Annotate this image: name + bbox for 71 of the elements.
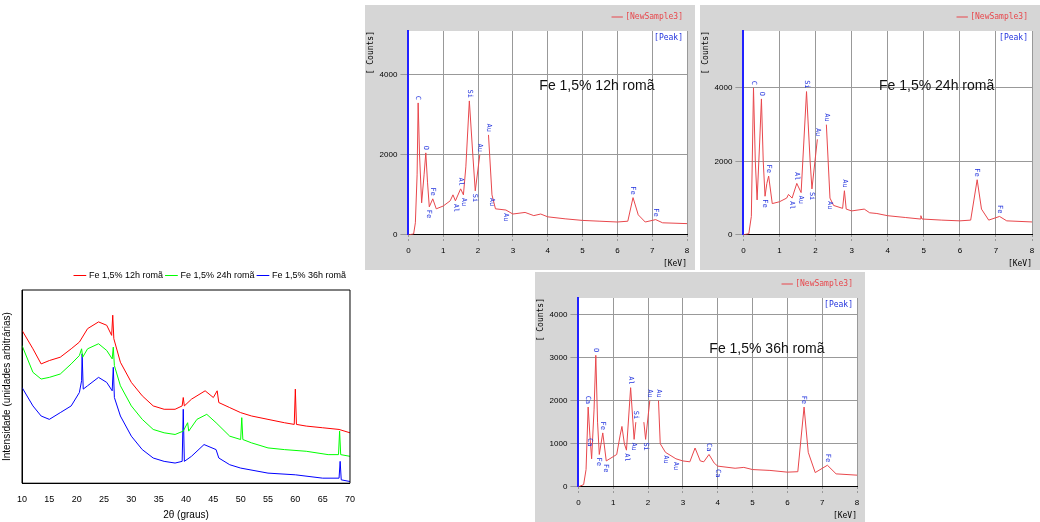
y-tick-label: 0 (562, 482, 568, 491)
legend-label: [NewSample3] (970, 12, 1028, 22)
x-axis-title: [KeV] (1007, 259, 1032, 269)
legend-label: Fe 1,5% 24h romã (180, 269, 255, 280)
y-axis-title: [ Counts] (535, 298, 545, 342)
x-tick-label: 70 (344, 494, 355, 505)
x-tick-label: 3 (849, 245, 855, 255)
y-tick-label: 2000 (379, 150, 398, 160)
x-tick-label: 7 (993, 245, 999, 255)
x-tick-label: 30 (126, 494, 137, 505)
x-tick-label: 1 (611, 497, 616, 507)
text: Fe 1,5% 36h romã (709, 339, 825, 356)
x-tick-label: 1 (441, 245, 446, 255)
x-axis-title: [KeV] (832, 511, 857, 521)
x-tick-label: 20 (71, 494, 82, 505)
x-tick-label: 1 (777, 245, 783, 255)
y-tick-label: 0 (392, 230, 398, 239)
text: Fe 1,5% 12h romã (539, 76, 655, 93)
legend-label: Fe 1,5% 36h romã (271, 269, 347, 280)
y-tick-label: 4000 (714, 83, 733, 93)
x-tick-label: 25 (98, 494, 110, 505)
x-tick-label: 8 (1029, 245, 1035, 255)
y-tick-label: 4000 (379, 70, 398, 80)
x-tick-label: 0 (406, 245, 412, 255)
x-tick-label: 0 (741, 245, 747, 255)
annotation: [Peak] (824, 300, 853, 310)
x-tick-label: 0 (576, 497, 582, 507)
y-axis-title: Intensidade (unidades arbitrárias) (0, 312, 12, 462)
x-tick-label: 45 (208, 494, 219, 505)
x-tick-label: 8 (684, 245, 690, 255)
x-axis-title: 2θ (graus) (163, 508, 209, 520)
annotation: [Peak] (654, 33, 683, 43)
legend-label: Fe 1,5% 12h romã (88, 269, 163, 280)
annotation: [Peak] (999, 33, 1028, 43)
x-tick-label: 3 (510, 245, 516, 255)
y-tick-label: 2000 (714, 156, 733, 166)
x-tick-label: 15 (44, 494, 55, 505)
x-tick-label: 4 (545, 245, 551, 255)
x-axis-title: [KeV] (662, 259, 687, 269)
x-tick-label: 5 (921, 245, 927, 255)
x-tick-label: 55 (262, 494, 273, 505)
x-tick-label: 7 (649, 245, 655, 255)
x-tick-label: 65 (317, 494, 328, 505)
x-tick-label: 2 (813, 245, 819, 255)
x-tick-label: 5 (580, 245, 586, 255)
text: Fe 1,5% 24h romã (879, 76, 995, 93)
y-tick-label: 4000 (549, 309, 568, 319)
y-tick-label: 2000 (549, 395, 568, 405)
x-tick-label: 5 (750, 497, 756, 507)
y-tick-label: 3000 (549, 352, 568, 362)
x-tick-label: 4 (715, 497, 721, 507)
x-tick-label: 2 (645, 497, 651, 507)
legend-label: [NewSample3] (795, 279, 853, 289)
x-tick-label: 6 (785, 497, 791, 507)
x-tick-label: 4 (885, 245, 891, 255)
x-tick-label: 3 (680, 497, 686, 507)
y-tick-label: 0 (727, 230, 733, 239)
x-tick-label: 8 (854, 497, 860, 507)
x-tick-label: 35 (153, 494, 164, 505)
y-axis-title: [ Counts] (700, 31, 710, 75)
x-tick-label: 50 (235, 494, 246, 505)
x-tick-label: 10 (16, 494, 28, 505)
x-tick-label: 60 (290, 494, 301, 505)
legend-label: [NewSample3] (625, 12, 683, 22)
x-tick-label: 6 (615, 245, 621, 255)
y-axis-title: [ Counts] (365, 31, 375, 75)
x-tick-label: 6 (957, 245, 963, 255)
x-tick-label: 2 (475, 245, 481, 255)
y-tick-label: 1000 (549, 438, 568, 448)
x-tick-label: 7 (819, 497, 825, 507)
x-tick-label: 40 (180, 494, 192, 505)
